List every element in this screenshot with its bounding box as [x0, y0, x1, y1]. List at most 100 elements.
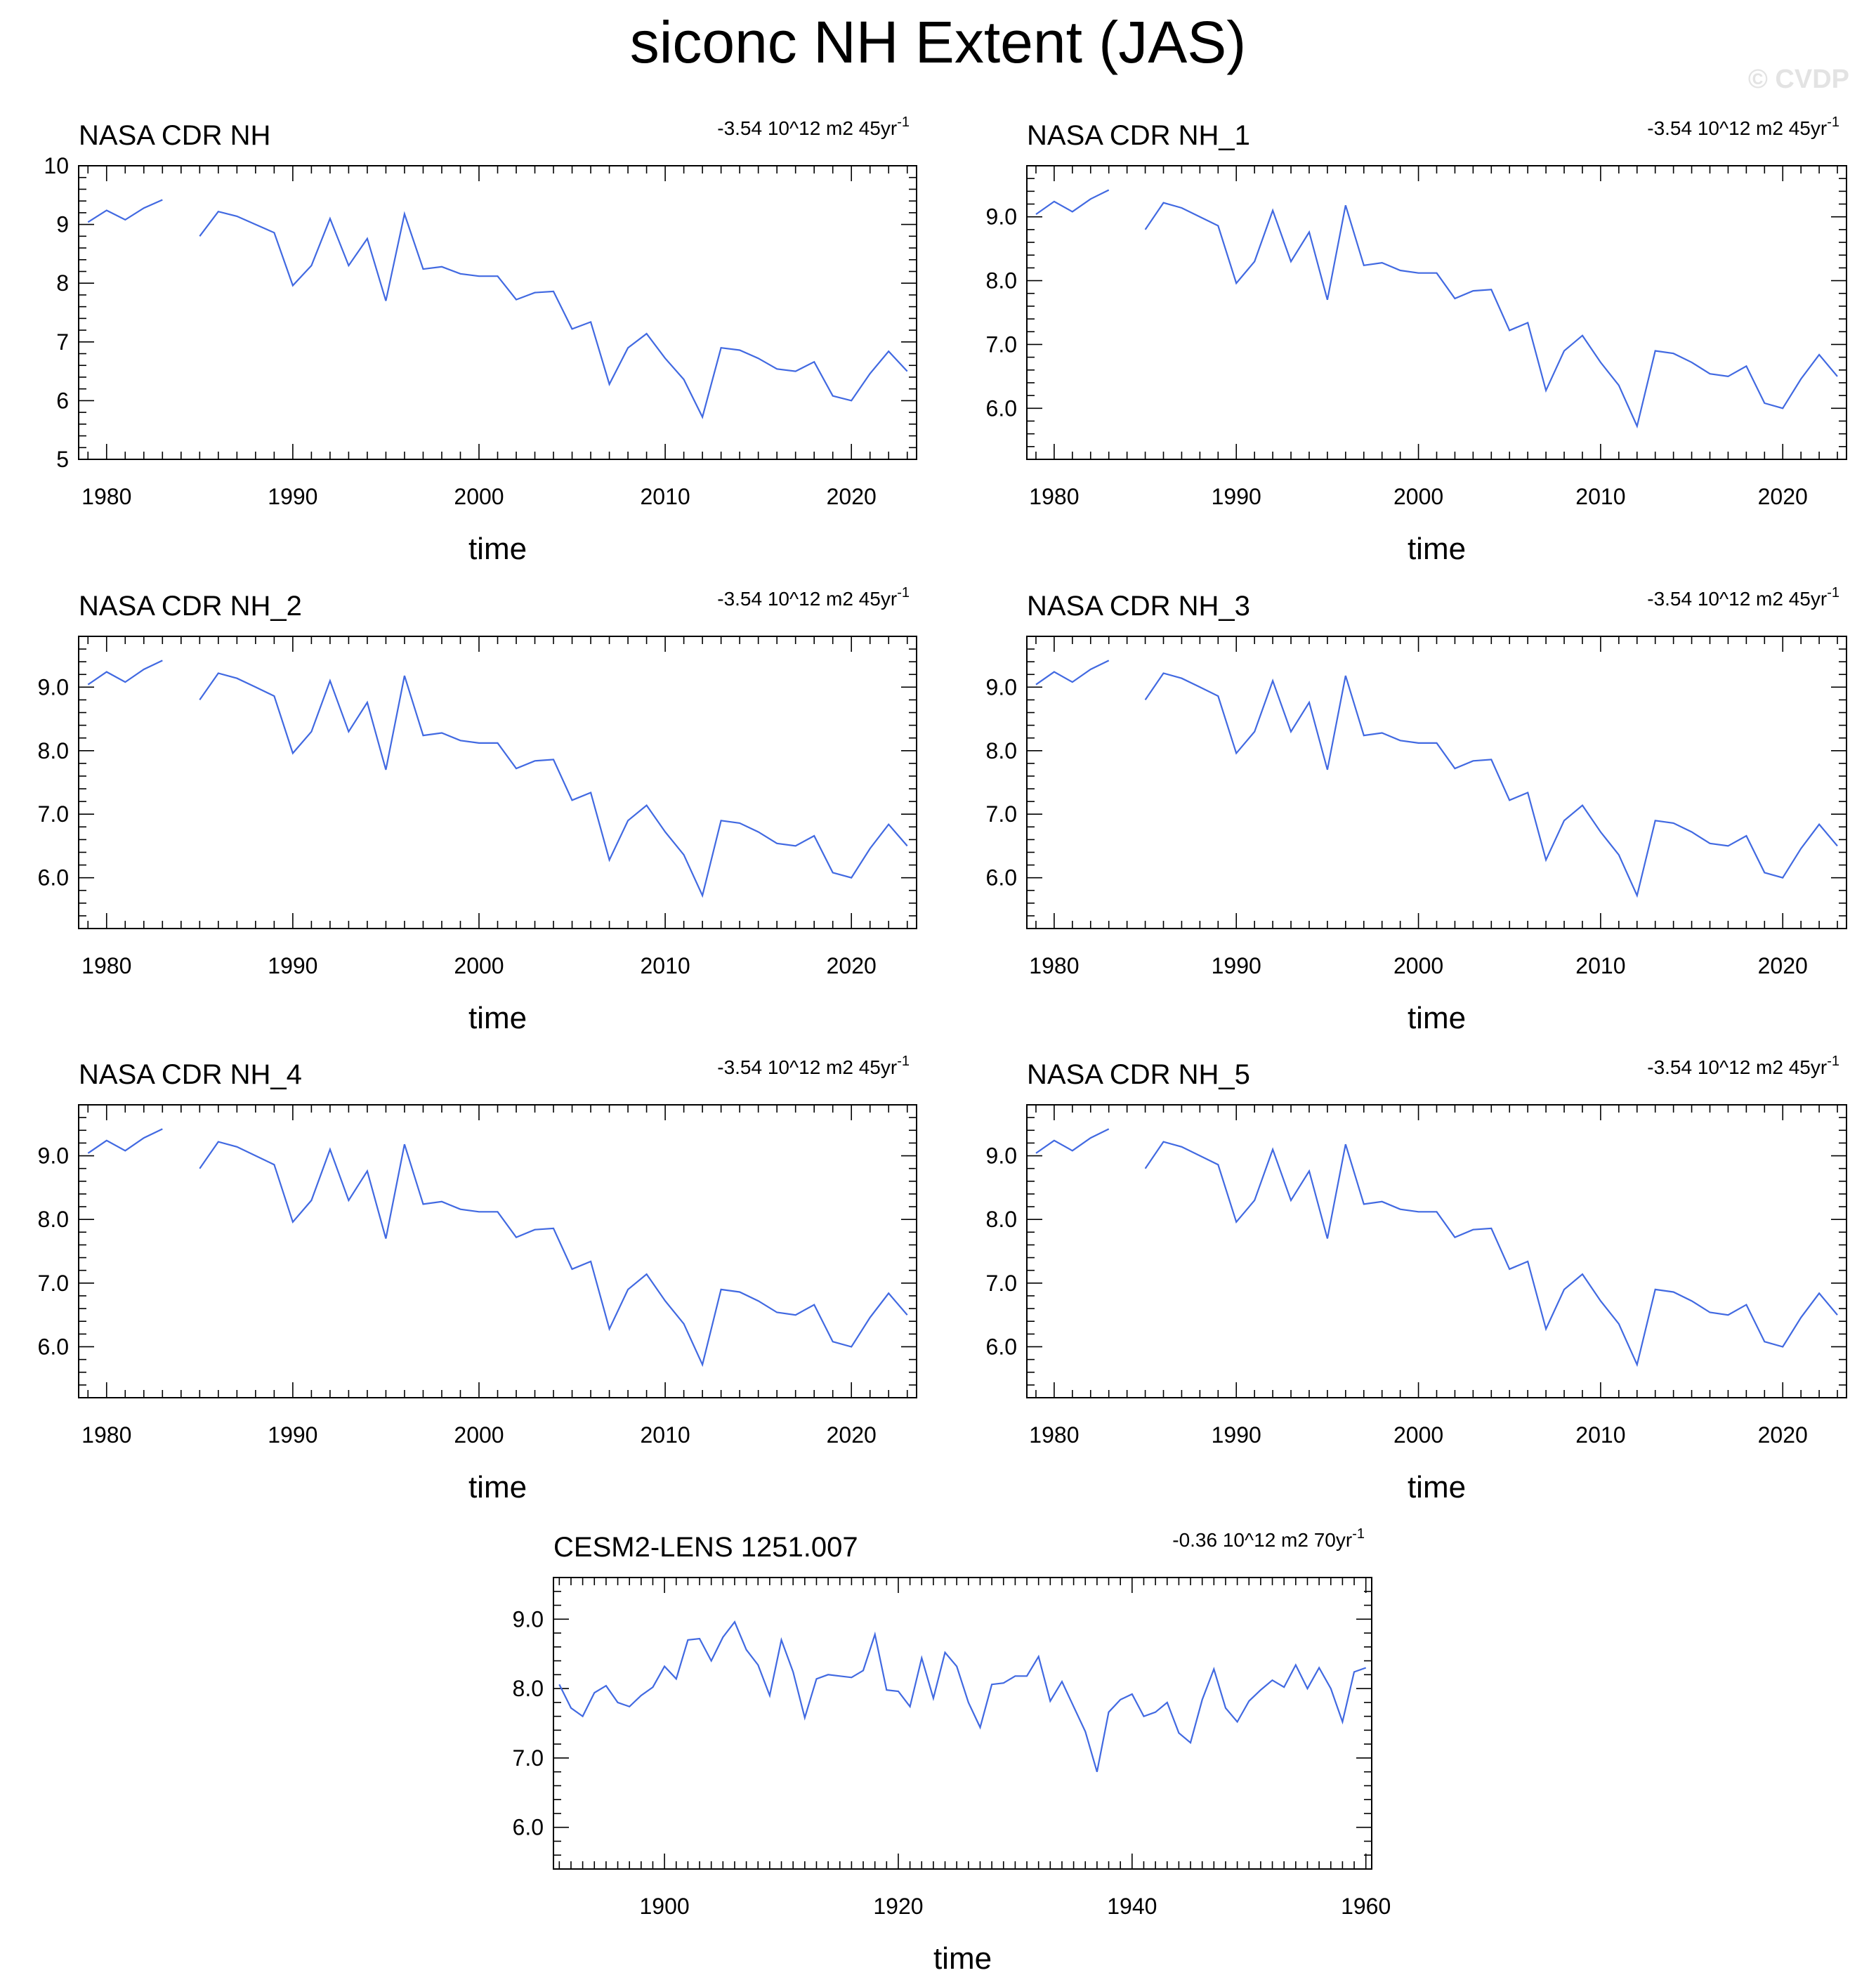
y-tick-label: 6.0 — [986, 865, 1017, 891]
x-tick-label: 2000 — [1393, 953, 1443, 978]
y-tick-label: 7.0 — [986, 801, 1017, 827]
x-tick-label: 1980 — [1029, 484, 1079, 509]
y-tick-label: 9.0 — [38, 674, 69, 700]
x-tick-label: 2020 — [1758, 1422, 1808, 1448]
trend-exponent: -1 — [1827, 1054, 1839, 1069]
panel-title: NASA CDR NH_5 — [1027, 1059, 1250, 1090]
series-line-0 — [1035, 189, 1838, 429]
panel-title: CESM2-LENS 1251.007 — [553, 1532, 858, 1563]
x-tick-label: 2020 — [827, 1422, 877, 1448]
trend-exponent: -1 — [897, 1054, 910, 1069]
x-axis-title: time — [468, 1470, 527, 1504]
x-tick-label: 2000 — [1393, 484, 1443, 509]
trend-exponent: -1 — [897, 114, 910, 130]
plot-frame — [1026, 1104, 1847, 1398]
x-tick-label: 1990 — [268, 484, 317, 509]
trend-value: -3.54 10^12 m2 45yr — [1647, 588, 1827, 610]
y-tick-label: 7.0 — [986, 1271, 1017, 1296]
y-tick-label: 6 — [56, 388, 69, 413]
y-tick-label: 7.0 — [38, 801, 69, 827]
plot-frame — [553, 1577, 1372, 1870]
panel-title: NASA CDR NH — [79, 120, 270, 151]
chart-panel-4: 1980 1990 2000 2010 2020 6.0 7.0 8.0 9.0 NASA CDR… — [38, 1054, 917, 1504]
y-tick-label: 9.0 — [38, 1143, 69, 1169]
x-tick-label: 1900 — [640, 1894, 690, 1919]
trend-value: -3.54 10^12 m2 45yr — [1647, 117, 1827, 139]
plot-frame — [78, 1104, 917, 1398]
x-tick-label: 1980 — [1029, 1422, 1079, 1448]
y-tick-label: 6.0 — [513, 1815, 544, 1840]
x-tick-label: 2020 — [827, 484, 877, 509]
series-line-0 — [87, 1128, 908, 1368]
panel-title: NASA CDR NH_1 — [1027, 120, 1250, 151]
x-tick-label: 1940 — [1107, 1894, 1157, 1919]
trend-value: -3.54 10^12 m2 45yr — [717, 117, 897, 139]
series-line-0 — [1035, 660, 1838, 898]
panel-title: NASA CDR NH_4 — [79, 1059, 302, 1090]
y-tick-label: 6.0 — [38, 1334, 69, 1359]
trend-value: -3.54 10^12 m2 45yr — [1647, 1056, 1827, 1078]
x-tick-label: 1990 — [1212, 953, 1261, 978]
y-tick-label: 7.0 — [513, 1745, 544, 1771]
x-tick-label: 2010 — [641, 1422, 690, 1448]
chart-panel-5: 1980 1990 2000 2010 2020 6.0 7.0 8.0 9.0 NASA CDR… — [986, 1054, 1847, 1504]
trend-value: -3.54 10^12 m2 45yr — [717, 588, 897, 610]
chart-panel-2: 1980 1990 2000 2010 2020 6.0 7.0 8.0 9.0 NASA CDR… — [38, 585, 917, 1035]
panel-title: NASA CDR NH_3 — [1027, 591, 1250, 622]
trend-label: -3.54 10^12 m2 45yr-1 — [1647, 1054, 1839, 1078]
x-tick-label: 2000 — [454, 1422, 504, 1448]
trend-label: -3.54 10^12 m2 45yr-1 — [717, 585, 910, 610]
x-tick-label: 1990 — [268, 953, 317, 978]
trend-label: -3.54 10^12 m2 45yr-1 — [717, 114, 910, 139]
x-tick-label: 2010 — [1575, 484, 1625, 509]
x-tick-label: 2020 — [827, 953, 877, 978]
plot-frame — [1026, 165, 1847, 460]
x-tick-label: 1980 — [1029, 953, 1079, 978]
chart-panel-0: 1980 1990 2000 2010 2020 5 6 7 8 9 10 NASA CDR NH -3… — [44, 114, 917, 566]
x-axis-title: time — [1408, 1470, 1466, 1504]
cvdp-watermark: © CVDP — [1747, 65, 1849, 94]
trend-label: -3.54 10^12 m2 45yr-1 — [1647, 585, 1839, 610]
trend-exponent: -1 — [1827, 585, 1839, 601]
plot-frame — [1026, 636, 1847, 929]
x-tick-label: 2000 — [454, 953, 504, 978]
y-tick-label: 7.0 — [986, 332, 1017, 357]
trend-exponent: -1 — [897, 585, 910, 601]
trend-label: -3.54 10^12 m2 45yr-1 — [717, 1054, 910, 1078]
y-tick-label: 7.0 — [38, 1271, 69, 1296]
y-tick-label: 8.0 — [986, 1207, 1017, 1232]
x-tick-label: 2010 — [641, 953, 690, 978]
x-axis-title: time — [1408, 532, 1466, 566]
y-tick-label: 5 — [56, 447, 69, 472]
chart-panel-1: 1980 1990 2000 2010 2020 6.0 7.0 8.0 9.0 NASA CDR… — [986, 114, 1847, 566]
x-tick-label: 1960 — [1341, 1894, 1391, 1919]
x-tick-label: 1980 — [81, 484, 131, 509]
x-tick-label: 2010 — [641, 484, 690, 509]
x-tick-label: 1980 — [81, 1422, 131, 1448]
x-axis-title: time — [1408, 1001, 1466, 1035]
y-tick-label: 8.0 — [38, 738, 69, 763]
x-tick-label: 1990 — [268, 1422, 317, 1448]
y-tick-label: 9.0 — [513, 1606, 544, 1632]
trend-exponent: -1 — [1352, 1526, 1365, 1542]
trend-exponent: -1 — [1827, 114, 1839, 130]
x-tick-label: 1990 — [1212, 484, 1261, 509]
trend-label: -3.54 10^12 m2 45yr-1 — [1647, 114, 1839, 139]
x-axis-title: time — [933, 1941, 992, 1976]
y-tick-label: 6.0 — [986, 1334, 1017, 1359]
chart-panel-6: 1900 1920 1940 1960 6.0 7.0 8.0 9.0 CESM2-LENS 1… — [513, 1526, 1391, 1976]
y-tick-label: 8.0 — [38, 1207, 69, 1232]
x-tick-label: 2020 — [1758, 484, 1808, 509]
trend-label: -0.36 10^12 m2 70yr-1 — [1172, 1526, 1365, 1551]
x-tick-label: 2020 — [1758, 953, 1808, 978]
x-tick-label: 2000 — [454, 484, 504, 509]
trend-value: -0.36 10^12 m2 70yr — [1172, 1529, 1352, 1551]
chart-panel-3: 1980 1990 2000 2010 2020 6.0 7.0 8.0 9.0 NASA CDR… — [986, 585, 1847, 1035]
y-tick-label: 8.0 — [986, 738, 1017, 763]
x-tick-label: 2010 — [1575, 953, 1625, 978]
x-tick-label: 1920 — [873, 1894, 923, 1919]
x-tick-label: 1980 — [81, 953, 131, 978]
x-tick-label: 2010 — [1575, 1422, 1625, 1448]
y-tick-label: 9.0 — [986, 674, 1017, 700]
